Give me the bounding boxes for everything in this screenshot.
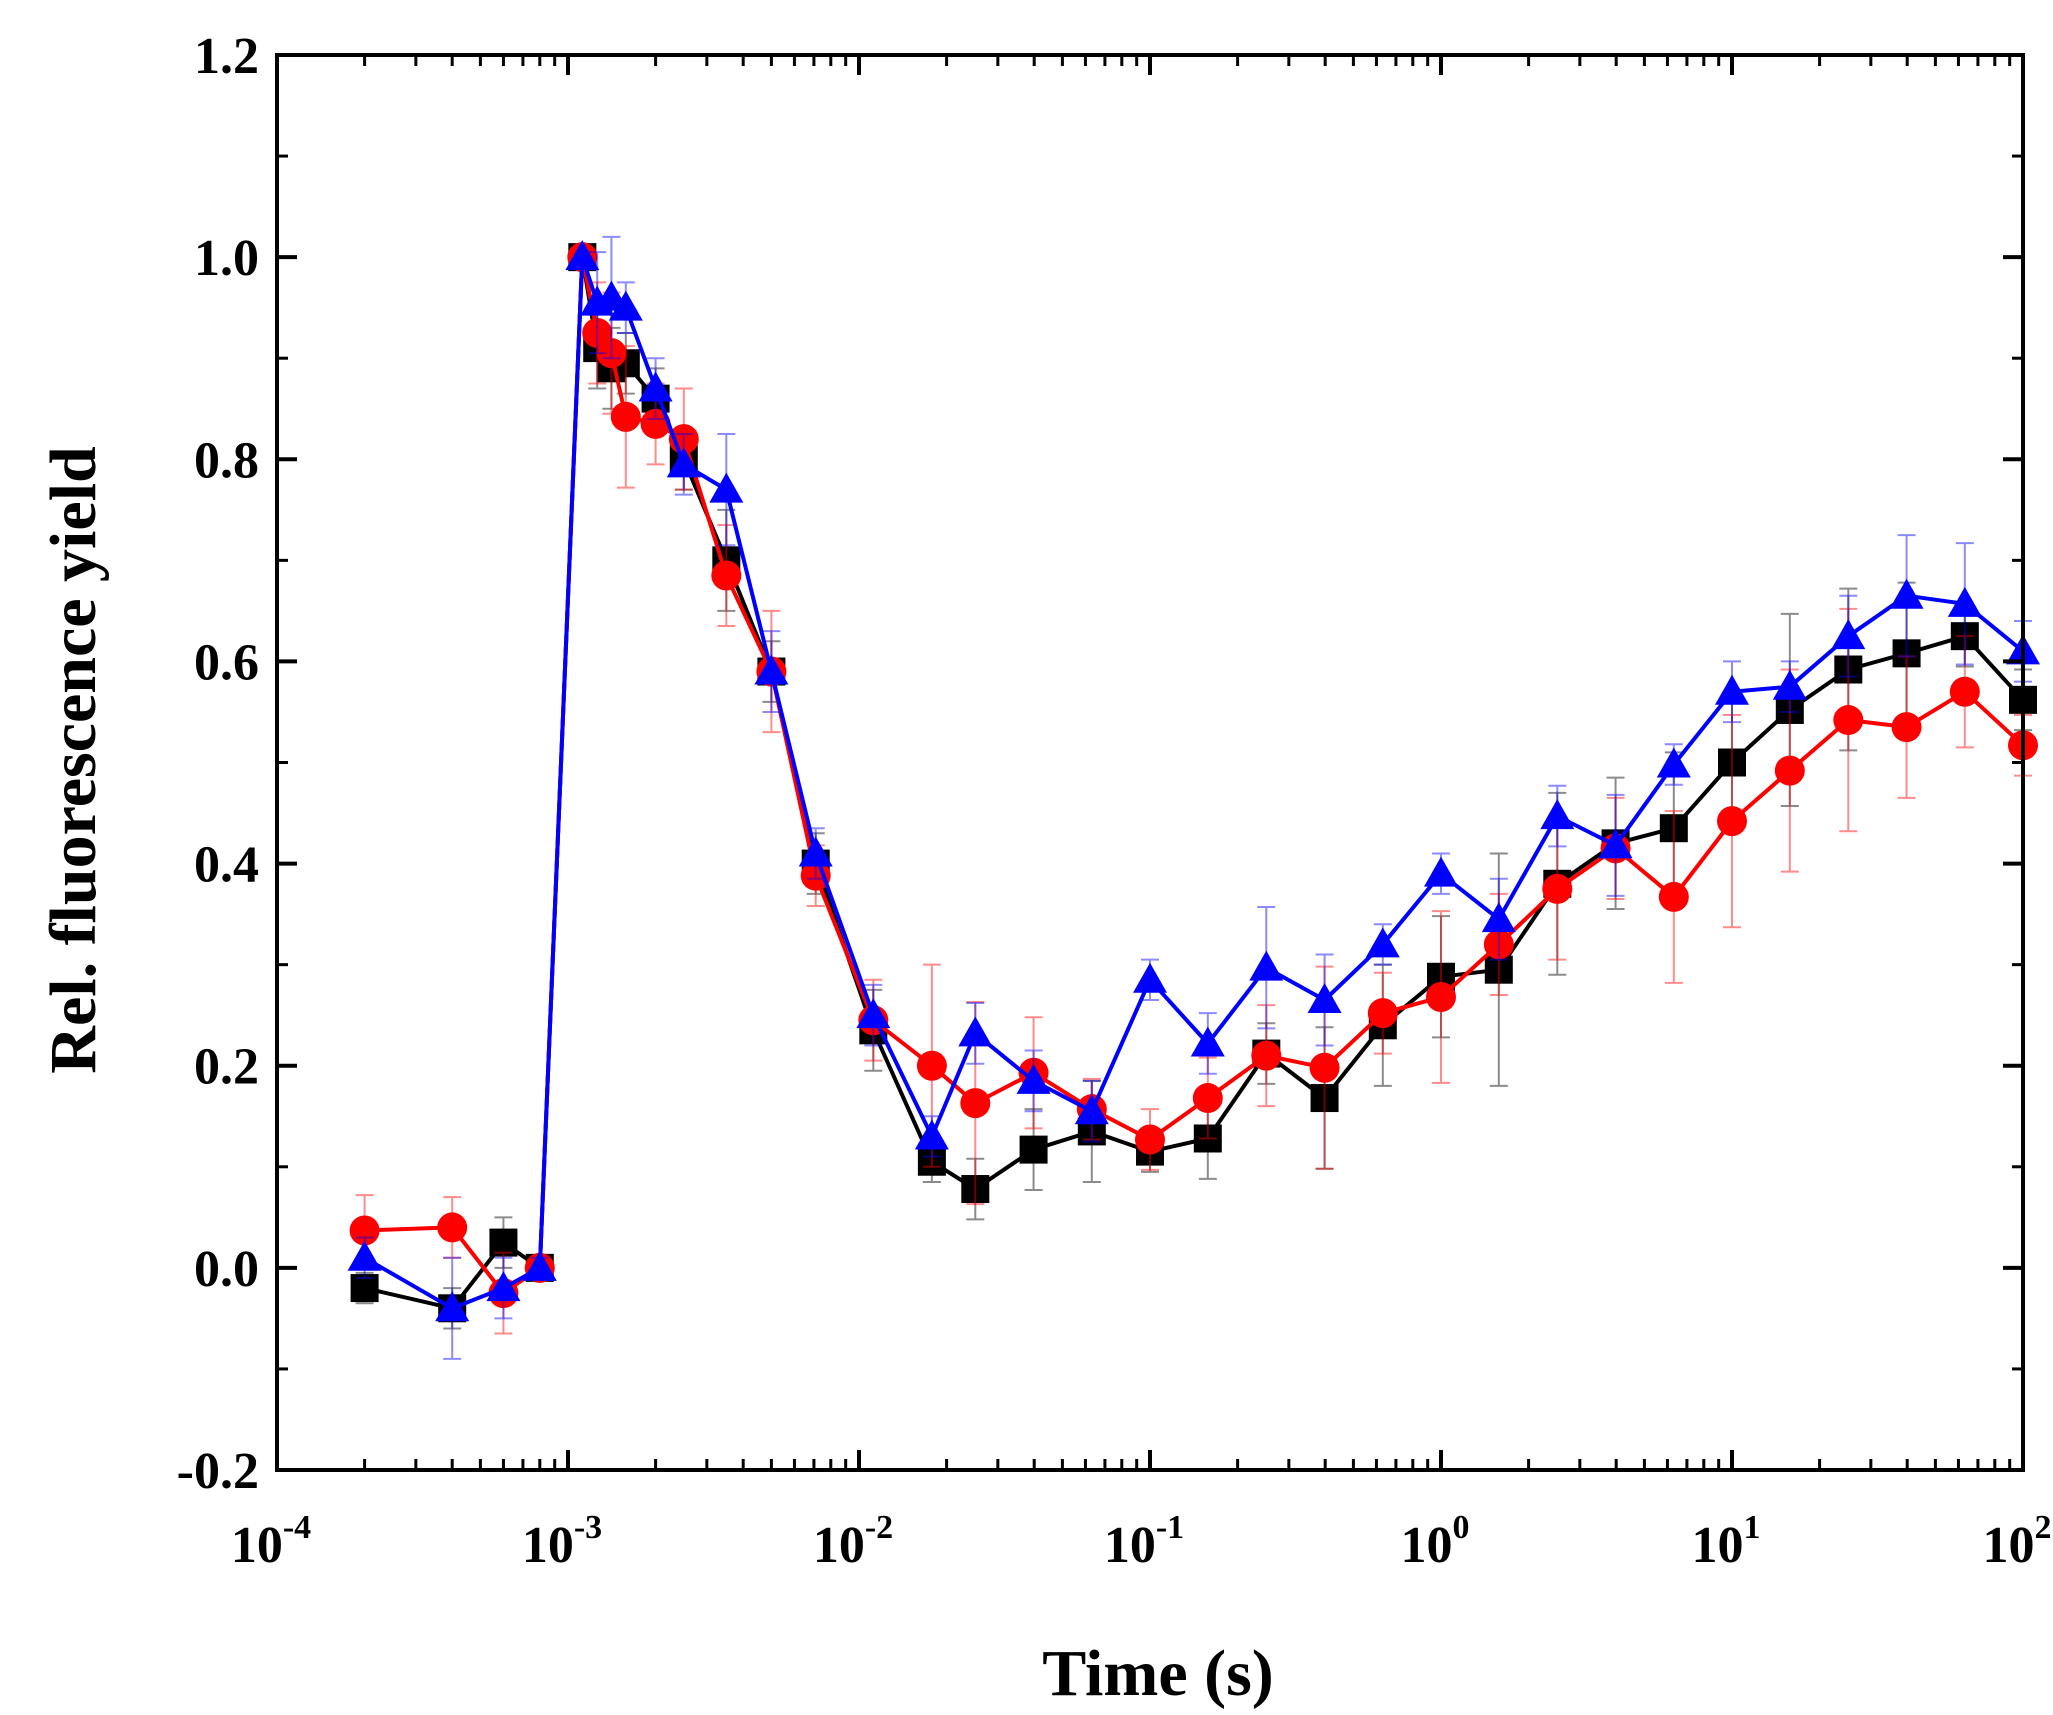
x-tick-label-exponent: -4: [283, 1509, 311, 1546]
y-tick-label: 0.2: [194, 1039, 259, 1096]
y-tick-label: -0.2: [177, 1443, 259, 1500]
chart: -0.20.00.20.40.60.81.01.210-4 10-3 10-2 10-…: [0, 0, 2053, 1715]
x-tick-label-base: 10: [813, 1517, 865, 1574]
x-tick-label-exponent: 2: [2035, 1509, 2052, 1546]
x-tick-label-base: 10: [231, 1517, 283, 1574]
data-point: [1020, 1136, 1048, 1164]
x-tick-label-base: 10: [1983, 1517, 2035, 1574]
data-point: [1659, 882, 1689, 912]
data-point: [711, 561, 741, 591]
data-point: [1251, 1041, 1281, 1071]
data-point: [917, 1051, 947, 1081]
y-tick-label: 0.6: [194, 634, 259, 691]
data-point: [1542, 874, 1572, 904]
chart-background: [0, 0, 2053, 1715]
x-tick-label-exponent: -2: [865, 1509, 893, 1546]
x-tick-label-base: 10: [1692, 1517, 1744, 1574]
y-tick-label: 0.8: [194, 432, 259, 489]
y-tick-label: 0.4: [194, 837, 259, 894]
data-point: [1193, 1083, 1223, 1113]
x-tick-label-exponent: 1: [1744, 1509, 1761, 1546]
x-tick-label-exponent: 0: [1453, 1509, 1470, 1546]
x-tick-label-exponent: -1: [1156, 1509, 1184, 1546]
x-tick-label-base: 10: [1401, 1517, 1453, 1574]
data-point: [1717, 806, 1747, 836]
y-axis-title: Rel. fluorescence yield: [37, 446, 110, 1073]
data-point: [1950, 677, 1980, 707]
y-tick-label: 1.2: [194, 28, 259, 85]
x-tick-label-base: 10: [1104, 1517, 1156, 1574]
data-point: [960, 1088, 990, 1118]
data-point: [611, 402, 641, 432]
data-point: [1775, 756, 1805, 786]
data-point: [1426, 982, 1456, 1012]
y-tick-label: 0.0: [194, 1241, 259, 1298]
data-point: [1833, 705, 1863, 735]
data-point: [1135, 1124, 1165, 1154]
data-point: [1892, 712, 1922, 742]
y-tick-label: 1.0: [194, 230, 259, 287]
data-point: [1310, 1053, 1340, 1083]
x-tick-label-exponent: -3: [574, 1509, 602, 1546]
data-point: [437, 1212, 467, 1242]
data-point: [1368, 998, 1398, 1028]
x-axis-title: Time (s): [1042, 1637, 1274, 1710]
x-tick-label-base: 10: [522, 1517, 574, 1574]
